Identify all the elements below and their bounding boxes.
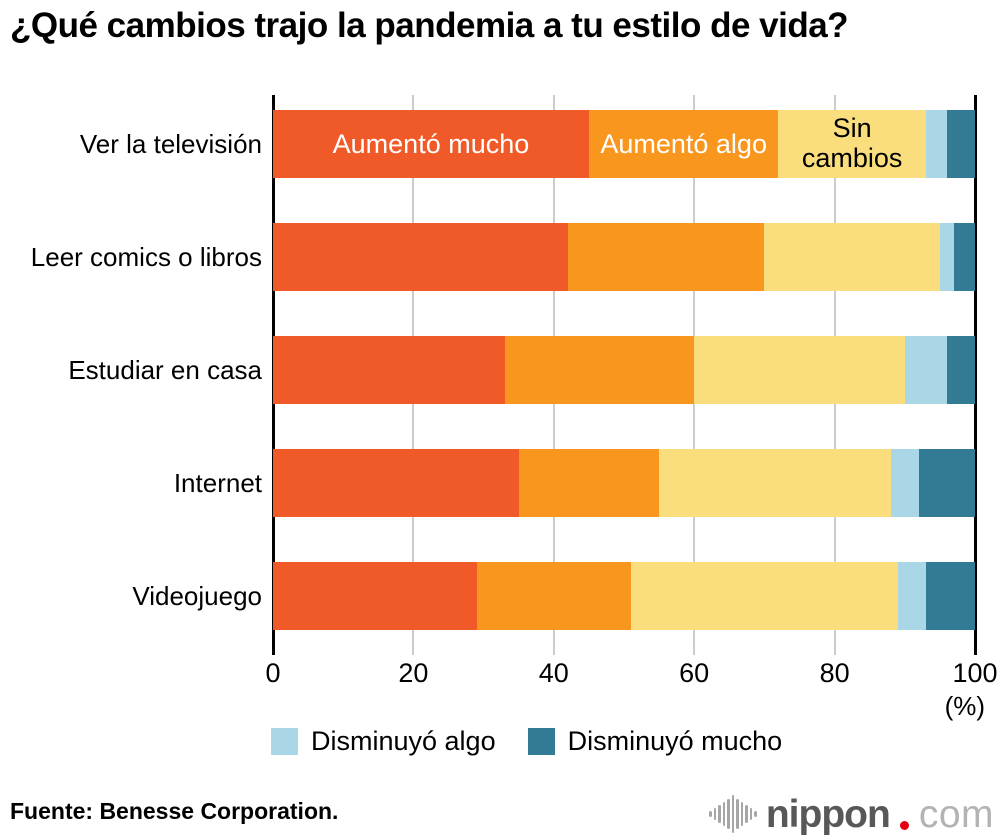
category-label: Leer comics o libros (30, 241, 262, 272)
x-axis-unit: (%) (944, 691, 985, 721)
bar-segment (518, 449, 660, 517)
bar-segment (946, 336, 975, 404)
legend-item: Disminuyó mucho (527, 726, 783, 757)
legend: Disminuyó algo Disminuyó mucho (271, 726, 782, 757)
bar-segment (953, 223, 975, 291)
x-tick-label: 0 (265, 658, 281, 688)
bar-row (273, 449, 975, 517)
bar-segment-label: Sin cambios (801, 113, 903, 173)
x-axis: 0 20 40 60 80 100 (265, 0, 997, 840)
waveform-icon (709, 794, 757, 834)
logo-name: nippon (765, 792, 891, 836)
bar-segment: Aumentó mucho (273, 110, 589, 178)
bar-segment (946, 110, 975, 178)
y-axis-labels: Ver la televisión Leer comics o libros Est… (0, 0, 262, 840)
bar-segment (659, 449, 891, 517)
x-tick-label: 60 (679, 658, 710, 688)
chart-title: ¿Qué cambios trajo la pandemia a tu esti… (10, 6, 849, 45)
bar-row (273, 562, 975, 630)
legend-item: Disminuyó algo (271, 726, 496, 757)
source-note: Fuente: Benesse Corporation. (10, 798, 339, 824)
bar-segment (925, 110, 947, 178)
bar-row: Aumentó mucho Aumentó algo Sin cambios (273, 110, 975, 178)
bar-segment-label: Aumentó mucho (332, 128, 530, 159)
category-label: Estudiar en casa (68, 354, 262, 385)
bar-segment (890, 449, 919, 517)
legend-label: Disminuyó mucho (567, 726, 783, 756)
plot-area: Aumentó mucho Aumentó algo Sin cambios (271, 95, 977, 655)
x-tick-label: 40 (538, 658, 569, 688)
category-label: Videojuego (132, 580, 262, 611)
bar-segment (694, 336, 905, 404)
bar-row (273, 223, 975, 291)
nippon-logo: nippon com (709, 790, 994, 838)
bar-segment (273, 562, 477, 630)
bar-segment (939, 223, 954, 291)
bar-segment-label: Aumentó algo (600, 128, 767, 159)
logo-tld: com (918, 792, 994, 836)
category-label: Internet (173, 467, 262, 498)
bar-segment (567, 223, 765, 291)
right-boundary-line (973, 95, 977, 655)
x-tick-label: 100 (952, 658, 998, 688)
category-label: Ver la televisión (79, 128, 262, 159)
bar-segment (273, 449, 519, 517)
bar-segment: Sin cambios (778, 110, 926, 178)
x-tick-label: 20 (398, 658, 429, 688)
legend-swatch (271, 728, 298, 755)
bar-row (273, 336, 975, 404)
bar-segment (273, 336, 505, 404)
bar-segment (504, 336, 695, 404)
bar-segment (273, 223, 568, 291)
x-tick-label: 80 (819, 658, 850, 688)
legend-label: Disminuyó algo (311, 726, 496, 756)
bar-segment: Aumentó algo (588, 110, 779, 178)
bar-segment (925, 562, 975, 630)
bar-segment (476, 562, 632, 630)
bar-segment (631, 562, 898, 630)
bar-segment (764, 223, 940, 291)
bar-segment (904, 336, 947, 404)
legend-swatch (527, 728, 555, 755)
bar-segment (918, 449, 975, 517)
logo-dot (899, 821, 909, 830)
bar-segment (897, 562, 926, 630)
